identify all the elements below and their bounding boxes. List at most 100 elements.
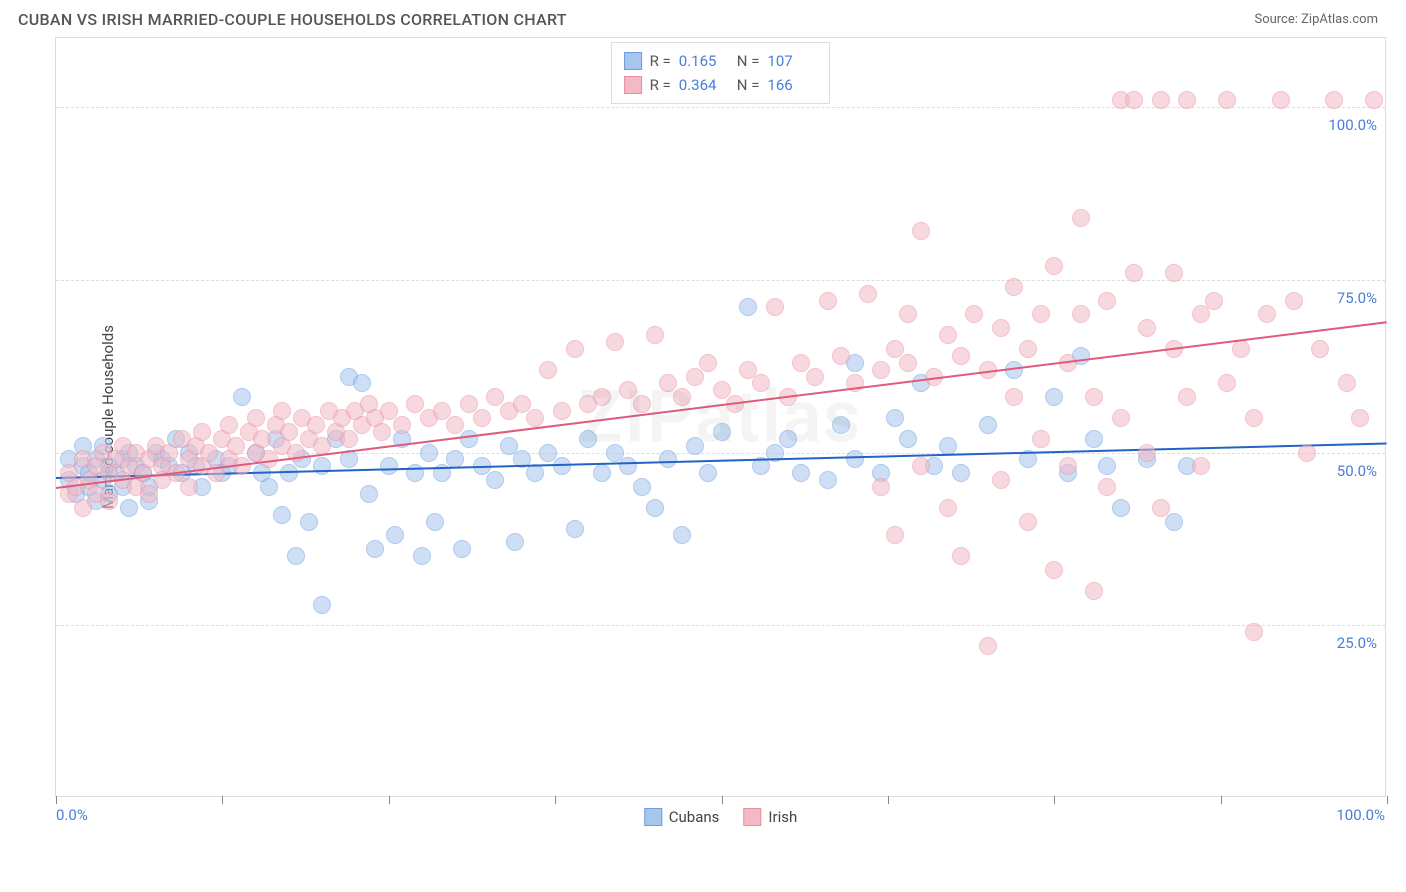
data-point bbox=[886, 409, 904, 427]
data-point bbox=[965, 305, 983, 323]
x-tick bbox=[56, 796, 57, 804]
data-point bbox=[393, 416, 411, 434]
data-point bbox=[1218, 91, 1236, 109]
data-point bbox=[1245, 409, 1263, 427]
data-point bbox=[979, 416, 997, 434]
data-point bbox=[1125, 264, 1143, 282]
data-point bbox=[1045, 561, 1063, 579]
data-point bbox=[593, 464, 611, 482]
data-point bbox=[792, 464, 810, 482]
data-point bbox=[273, 506, 291, 524]
data-point bbox=[1218, 374, 1236, 392]
data-point bbox=[313, 457, 331, 475]
data-point bbox=[619, 457, 637, 475]
data-point bbox=[300, 513, 318, 531]
data-point bbox=[253, 430, 271, 448]
data-point bbox=[526, 464, 544, 482]
data-point bbox=[307, 416, 325, 434]
data-point bbox=[1085, 430, 1103, 448]
data-point bbox=[360, 485, 378, 503]
data-point bbox=[713, 423, 731, 441]
data-point bbox=[273, 402, 291, 420]
data-point bbox=[553, 457, 571, 475]
data-point bbox=[939, 437, 957, 455]
series-legend: Cubans Irish bbox=[644, 808, 797, 826]
data-point bbox=[1351, 409, 1369, 427]
data-point bbox=[1032, 430, 1050, 448]
data-point bbox=[739, 298, 757, 316]
data-point bbox=[659, 450, 677, 468]
data-point bbox=[1272, 91, 1290, 109]
data-point bbox=[1098, 292, 1116, 310]
data-point bbox=[353, 374, 371, 392]
legend-label-cubans: Cubans bbox=[669, 808, 720, 826]
data-point bbox=[473, 409, 491, 427]
data-point bbox=[1258, 305, 1276, 323]
data-point bbox=[1165, 264, 1183, 282]
n-label: N = bbox=[737, 73, 760, 97]
data-point bbox=[646, 499, 664, 517]
data-point bbox=[646, 326, 664, 344]
data-point bbox=[1085, 582, 1103, 600]
data-point bbox=[1032, 305, 1050, 323]
data-point bbox=[453, 540, 471, 558]
source-label: Source: ZipAtlas.com bbox=[1254, 12, 1378, 27]
data-point bbox=[1178, 388, 1196, 406]
data-point bbox=[1138, 444, 1156, 462]
x-min-label: 0.0% bbox=[56, 806, 88, 824]
data-point bbox=[819, 292, 837, 310]
data-point bbox=[899, 305, 917, 323]
data-point bbox=[566, 520, 584, 538]
data-point bbox=[1311, 340, 1329, 358]
legend-row-cubans: R = 0.165 N = 107 bbox=[624, 49, 818, 73]
data-point bbox=[233, 388, 251, 406]
data-point bbox=[1232, 340, 1250, 358]
data-point bbox=[673, 388, 691, 406]
x-tick bbox=[722, 796, 723, 804]
data-point bbox=[486, 471, 504, 489]
r-label: R = bbox=[650, 49, 671, 73]
data-point bbox=[1338, 374, 1356, 392]
data-point bbox=[1152, 91, 1170, 109]
data-point bbox=[1072, 209, 1090, 227]
data-point bbox=[280, 423, 298, 441]
data-point bbox=[752, 374, 770, 392]
data-point bbox=[526, 409, 544, 427]
irish-n: 166 bbox=[767, 73, 817, 97]
data-point bbox=[1045, 388, 1063, 406]
data-point bbox=[74, 499, 92, 517]
data-point bbox=[699, 464, 717, 482]
data-point bbox=[1365, 91, 1383, 109]
data-point bbox=[686, 437, 704, 455]
data-point bbox=[832, 347, 850, 365]
data-point bbox=[386, 526, 404, 544]
data-point bbox=[180, 478, 198, 496]
data-point bbox=[633, 478, 651, 496]
x-tick bbox=[1387, 796, 1388, 804]
data-point bbox=[939, 326, 957, 344]
x-tick bbox=[1221, 796, 1222, 804]
data-point bbox=[872, 361, 890, 379]
data-point bbox=[160, 444, 178, 462]
x-tick bbox=[389, 796, 390, 804]
data-point bbox=[1192, 457, 1210, 475]
cubans-n: 107 bbox=[767, 49, 817, 73]
data-point bbox=[426, 513, 444, 531]
data-point bbox=[1138, 319, 1156, 337]
data-point bbox=[992, 319, 1010, 337]
data-point bbox=[446, 416, 464, 434]
data-point bbox=[899, 430, 917, 448]
data-point bbox=[912, 222, 930, 240]
data-point bbox=[1178, 91, 1196, 109]
data-point bbox=[1285, 292, 1303, 310]
plot-region: 25.0%50.0%75.0%100.0% bbox=[56, 38, 1385, 796]
data-point bbox=[1019, 513, 1037, 531]
data-point bbox=[413, 547, 431, 565]
data-point bbox=[140, 485, 158, 503]
swatch-cubans bbox=[644, 808, 662, 826]
irish-r: 0.364 bbox=[679, 73, 729, 97]
data-point bbox=[593, 388, 611, 406]
y-tick-label: 75.0% bbox=[1337, 289, 1377, 307]
data-point bbox=[200, 444, 218, 462]
data-point bbox=[979, 637, 997, 655]
